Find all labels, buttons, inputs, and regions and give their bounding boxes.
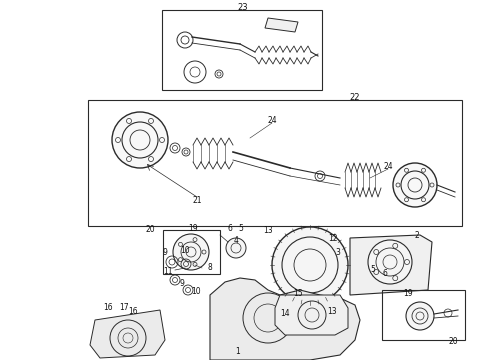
Text: 12: 12 bbox=[328, 234, 338, 243]
Text: 4: 4 bbox=[234, 235, 239, 244]
Text: 19: 19 bbox=[403, 288, 413, 297]
Text: 10: 10 bbox=[180, 246, 190, 255]
Text: 5: 5 bbox=[239, 224, 244, 233]
Text: 19: 19 bbox=[188, 224, 198, 233]
Text: 23: 23 bbox=[238, 3, 248, 12]
Bar bbox=[162, 10, 322, 90]
Text: 16: 16 bbox=[128, 307, 138, 316]
Bar bbox=[88, 100, 462, 226]
Text: 9: 9 bbox=[179, 279, 184, 288]
Text: 15: 15 bbox=[293, 289, 303, 298]
Text: 20: 20 bbox=[146, 225, 155, 234]
Text: 24: 24 bbox=[267, 116, 277, 125]
Text: 9: 9 bbox=[163, 248, 168, 257]
Circle shape bbox=[393, 163, 437, 207]
Text: 6: 6 bbox=[383, 270, 388, 279]
Text: 2: 2 bbox=[415, 230, 419, 239]
Polygon shape bbox=[350, 235, 432, 295]
Bar bbox=[163, 230, 220, 274]
Text: 13: 13 bbox=[327, 307, 337, 316]
Bar bbox=[382, 290, 465, 340]
Text: 8: 8 bbox=[208, 264, 212, 273]
Text: 5: 5 bbox=[370, 266, 375, 274]
Text: 16: 16 bbox=[103, 303, 113, 312]
Text: 13: 13 bbox=[263, 225, 273, 234]
Text: 17: 17 bbox=[119, 302, 129, 311]
Text: 24: 24 bbox=[383, 162, 393, 171]
Circle shape bbox=[173, 234, 209, 270]
Text: 22: 22 bbox=[350, 93, 360, 102]
Polygon shape bbox=[90, 310, 165, 358]
Circle shape bbox=[368, 240, 412, 284]
Polygon shape bbox=[275, 295, 348, 335]
Polygon shape bbox=[265, 18, 298, 32]
Circle shape bbox=[112, 112, 168, 168]
Polygon shape bbox=[210, 278, 360, 360]
Text: 20: 20 bbox=[448, 338, 458, 346]
Circle shape bbox=[272, 227, 348, 303]
Text: 11: 11 bbox=[163, 267, 173, 276]
Text: 6: 6 bbox=[227, 224, 232, 233]
Circle shape bbox=[226, 238, 246, 258]
Text: 21: 21 bbox=[192, 195, 202, 204]
Circle shape bbox=[406, 302, 434, 330]
Text: 1: 1 bbox=[236, 347, 241, 356]
Text: 14: 14 bbox=[280, 310, 290, 319]
Text: 10: 10 bbox=[191, 288, 201, 297]
Text: 3: 3 bbox=[336, 248, 341, 257]
